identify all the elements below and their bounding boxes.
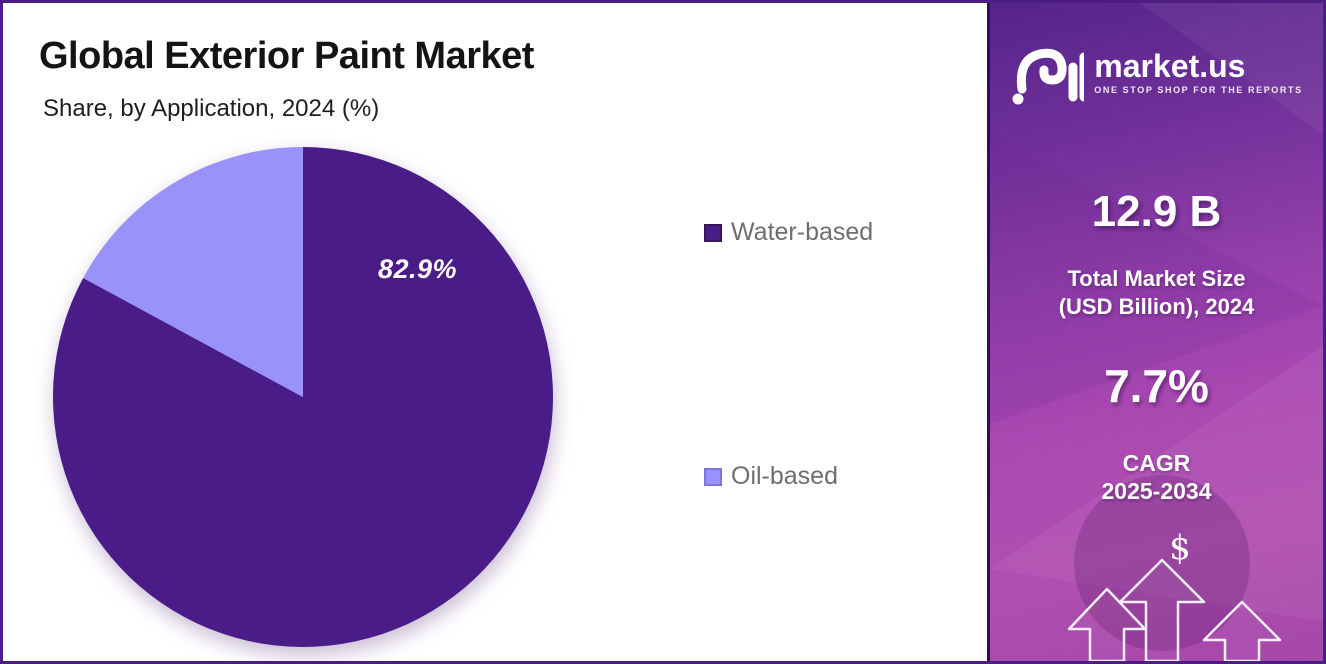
up-arrow-icon	[1067, 587, 1147, 661]
legend-item-oil-based: Oil-based	[704, 462, 838, 491]
stat-cagr-value: 7.7%	[1104, 360, 1209, 412]
stat-caption-line: Total Market Size	[1067, 266, 1246, 291]
pie-data-label: 82.9%	[378, 254, 458, 284]
chart-panel: Global Exterior Paint Market Share, by A…	[3, 3, 990, 661]
pie-slice-water-based	[52, 147, 553, 647]
brand-name: market.us	[1094, 48, 1246, 84]
brand-logo[interactable]: market.us ONE STOP SHOP FOR THE REPORTS	[990, 39, 1323, 105]
brand-tagline: ONE STOP SHOP FOR THE REPORTS	[1094, 85, 1303, 95]
legend-swatch-water-based	[704, 223, 722, 242]
page-title: Global Exterior Paint Market	[39, 35, 534, 77]
pie-chart	[52, 147, 553, 647]
stat-caption-line: 2025-2034	[1101, 478, 1212, 504]
legend-label-water-based: Water-based	[731, 218, 874, 246]
stat-caption-line: CAGR	[1122, 450, 1191, 476]
sidebar: market.us ONE STOP SHOP FOR THE REPORTS …	[987, 3, 1323, 661]
up-arrow-icon	[1118, 558, 1206, 661]
pie-slice-oil-based	[83, 147, 303, 397]
growth-arrows-graphic: $	[1067, 528, 1282, 661]
dollar-icon: $	[1169, 528, 1191, 568]
legend-swatch-oil-based	[704, 467, 722, 486]
stat-market-size-caption: Total Market Size (USD Billion), 2024	[990, 265, 1323, 321]
stat-cagr-caption: CAGR 2025-2034	[990, 449, 1323, 505]
chart-subtitle: Share, by Application, 2024 (%)	[43, 95, 380, 122]
legend-item-water-based: Water-based	[704, 218, 873, 247]
marketus-logo-icon	[1012, 48, 1085, 105]
legend-label-oil-based: Oil-based	[731, 462, 838, 490]
stat-market-size-value: 12.9 B	[1091, 187, 1222, 236]
logo-text: market.us ONE STOP SHOP FOR THE REPORTS	[1094, 49, 1302, 95]
up-arrow-icon	[1202, 600, 1282, 661]
stat-caption-line: (USD Billion), 2024	[1058, 294, 1255, 319]
